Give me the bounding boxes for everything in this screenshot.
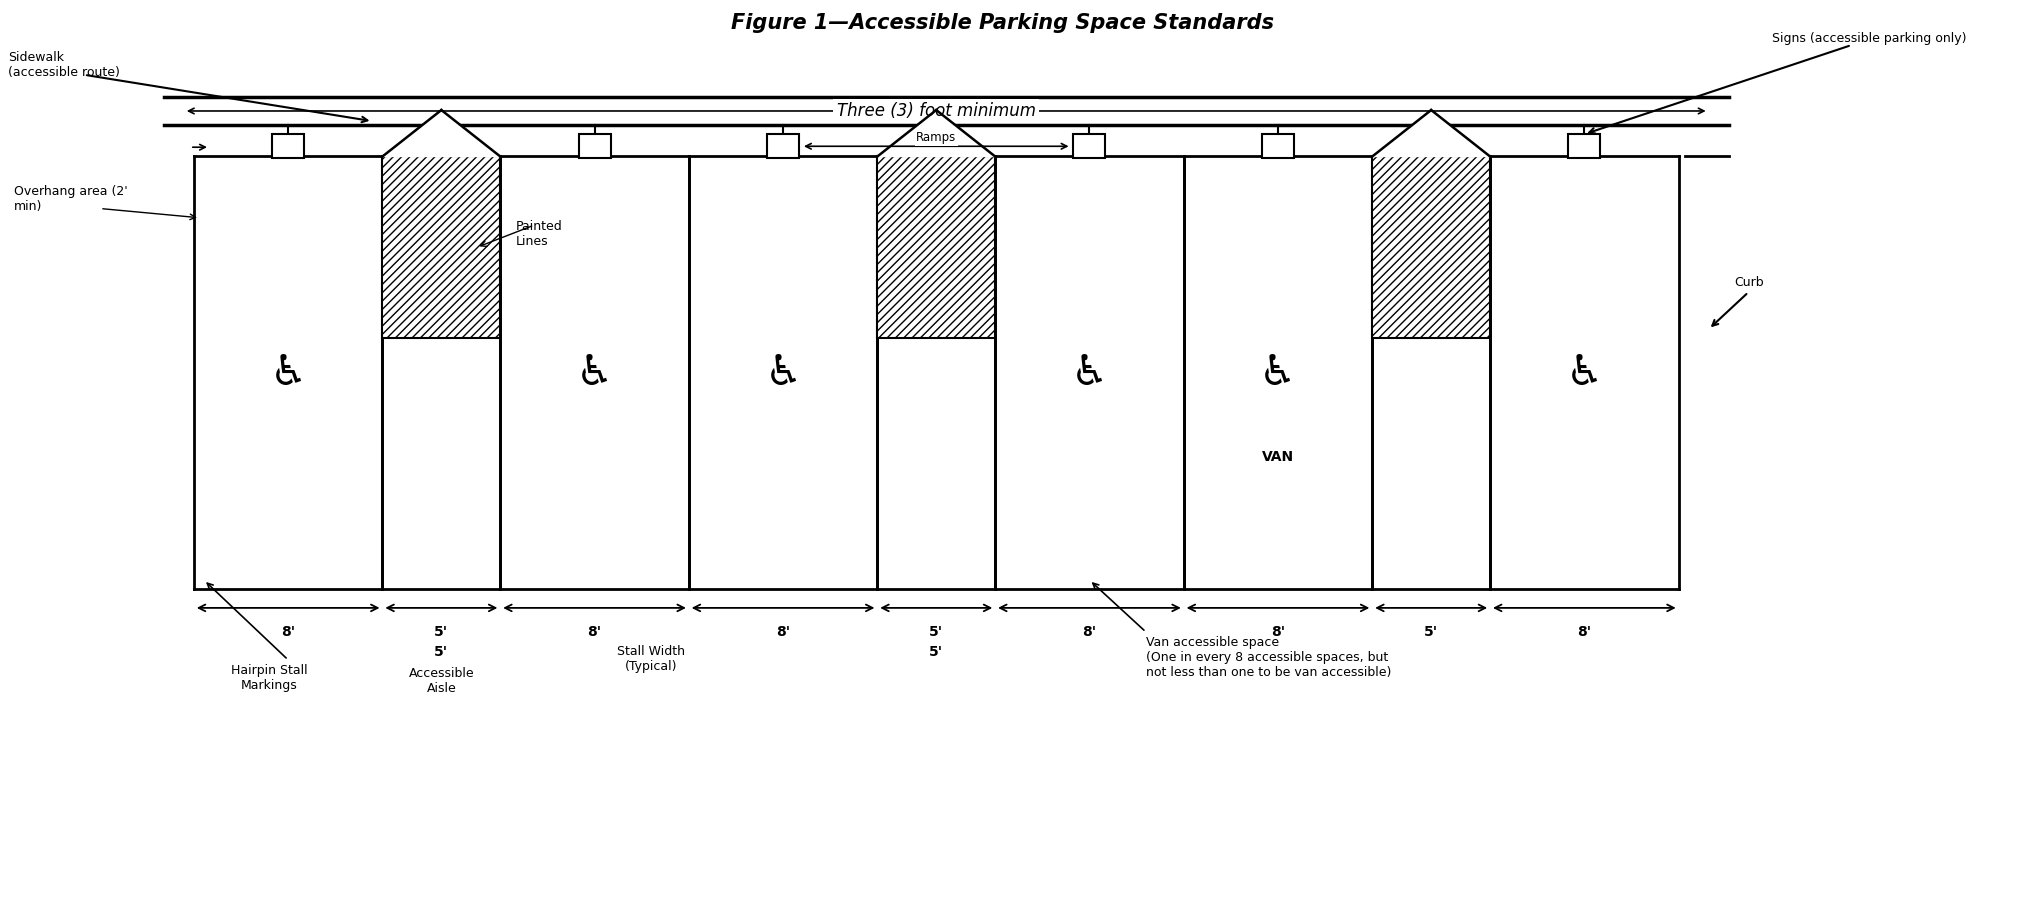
- Text: Overhang area (2'
min): Overhang area (2' min): [14, 185, 127, 213]
- Bar: [578, 134, 610, 158]
- Text: 8': 8': [588, 625, 602, 639]
- Bar: [768, 134, 800, 158]
- Bar: [1372, 157, 1491, 338]
- Text: 8': 8': [776, 625, 790, 639]
- Bar: [1262, 134, 1295, 158]
- Text: 5': 5': [929, 645, 943, 659]
- Text: ♿: ♿: [1258, 352, 1297, 394]
- Text: 8': 8': [1578, 625, 1592, 639]
- Text: 5': 5': [434, 645, 448, 659]
- Text: 5': 5': [1424, 625, 1438, 639]
- Text: Sidewalk
(accessible route): Sidewalk (accessible route): [8, 50, 119, 78]
- Text: ♿: ♿: [1566, 352, 1604, 394]
- Text: ♿: ♿: [269, 352, 307, 394]
- Text: Stall Width
(Typical): Stall Width (Typical): [616, 645, 685, 673]
- Text: ♿: ♿: [764, 352, 802, 394]
- Bar: [273, 134, 305, 158]
- Text: ♿: ♿: [1071, 352, 1109, 394]
- Text: Hairpin Stall
Markings: Hairpin Stall Markings: [230, 663, 307, 691]
- Text: ♿: ♿: [576, 352, 614, 394]
- Text: Curb: Curb: [1735, 276, 1763, 289]
- Text: 5': 5': [434, 625, 448, 639]
- Text: 8': 8': [281, 625, 295, 639]
- Text: Painted
Lines: Painted Lines: [517, 220, 564, 248]
- Text: Van accessible space
(One in every 8 accessible spaces, but
not less than one to: Van accessible space (One in every 8 acc…: [1145, 635, 1392, 679]
- Bar: [1073, 134, 1105, 158]
- Bar: [877, 157, 996, 338]
- Text: VAN: VAN: [1262, 449, 1295, 464]
- Text: 5': 5': [929, 625, 943, 639]
- Text: Figure 1—Accessible Parking Space Standards: Figure 1—Accessible Parking Space Standa…: [731, 14, 1275, 33]
- Text: Signs (accessible parking only): Signs (accessible parking only): [1772, 32, 1965, 45]
- Polygon shape: [382, 110, 501, 157]
- Polygon shape: [877, 110, 996, 157]
- Text: 8': 8': [1083, 625, 1097, 639]
- Text: Accessible
Aisle: Accessible Aisle: [408, 667, 475, 696]
- Text: Three (3) foot minimum: Three (3) foot minimum: [836, 102, 1036, 120]
- Bar: [382, 157, 501, 338]
- Polygon shape: [1372, 110, 1491, 157]
- Text: Ramps: Ramps: [917, 131, 955, 144]
- Bar: [1568, 134, 1600, 158]
- Text: 8': 8': [1271, 625, 1285, 639]
